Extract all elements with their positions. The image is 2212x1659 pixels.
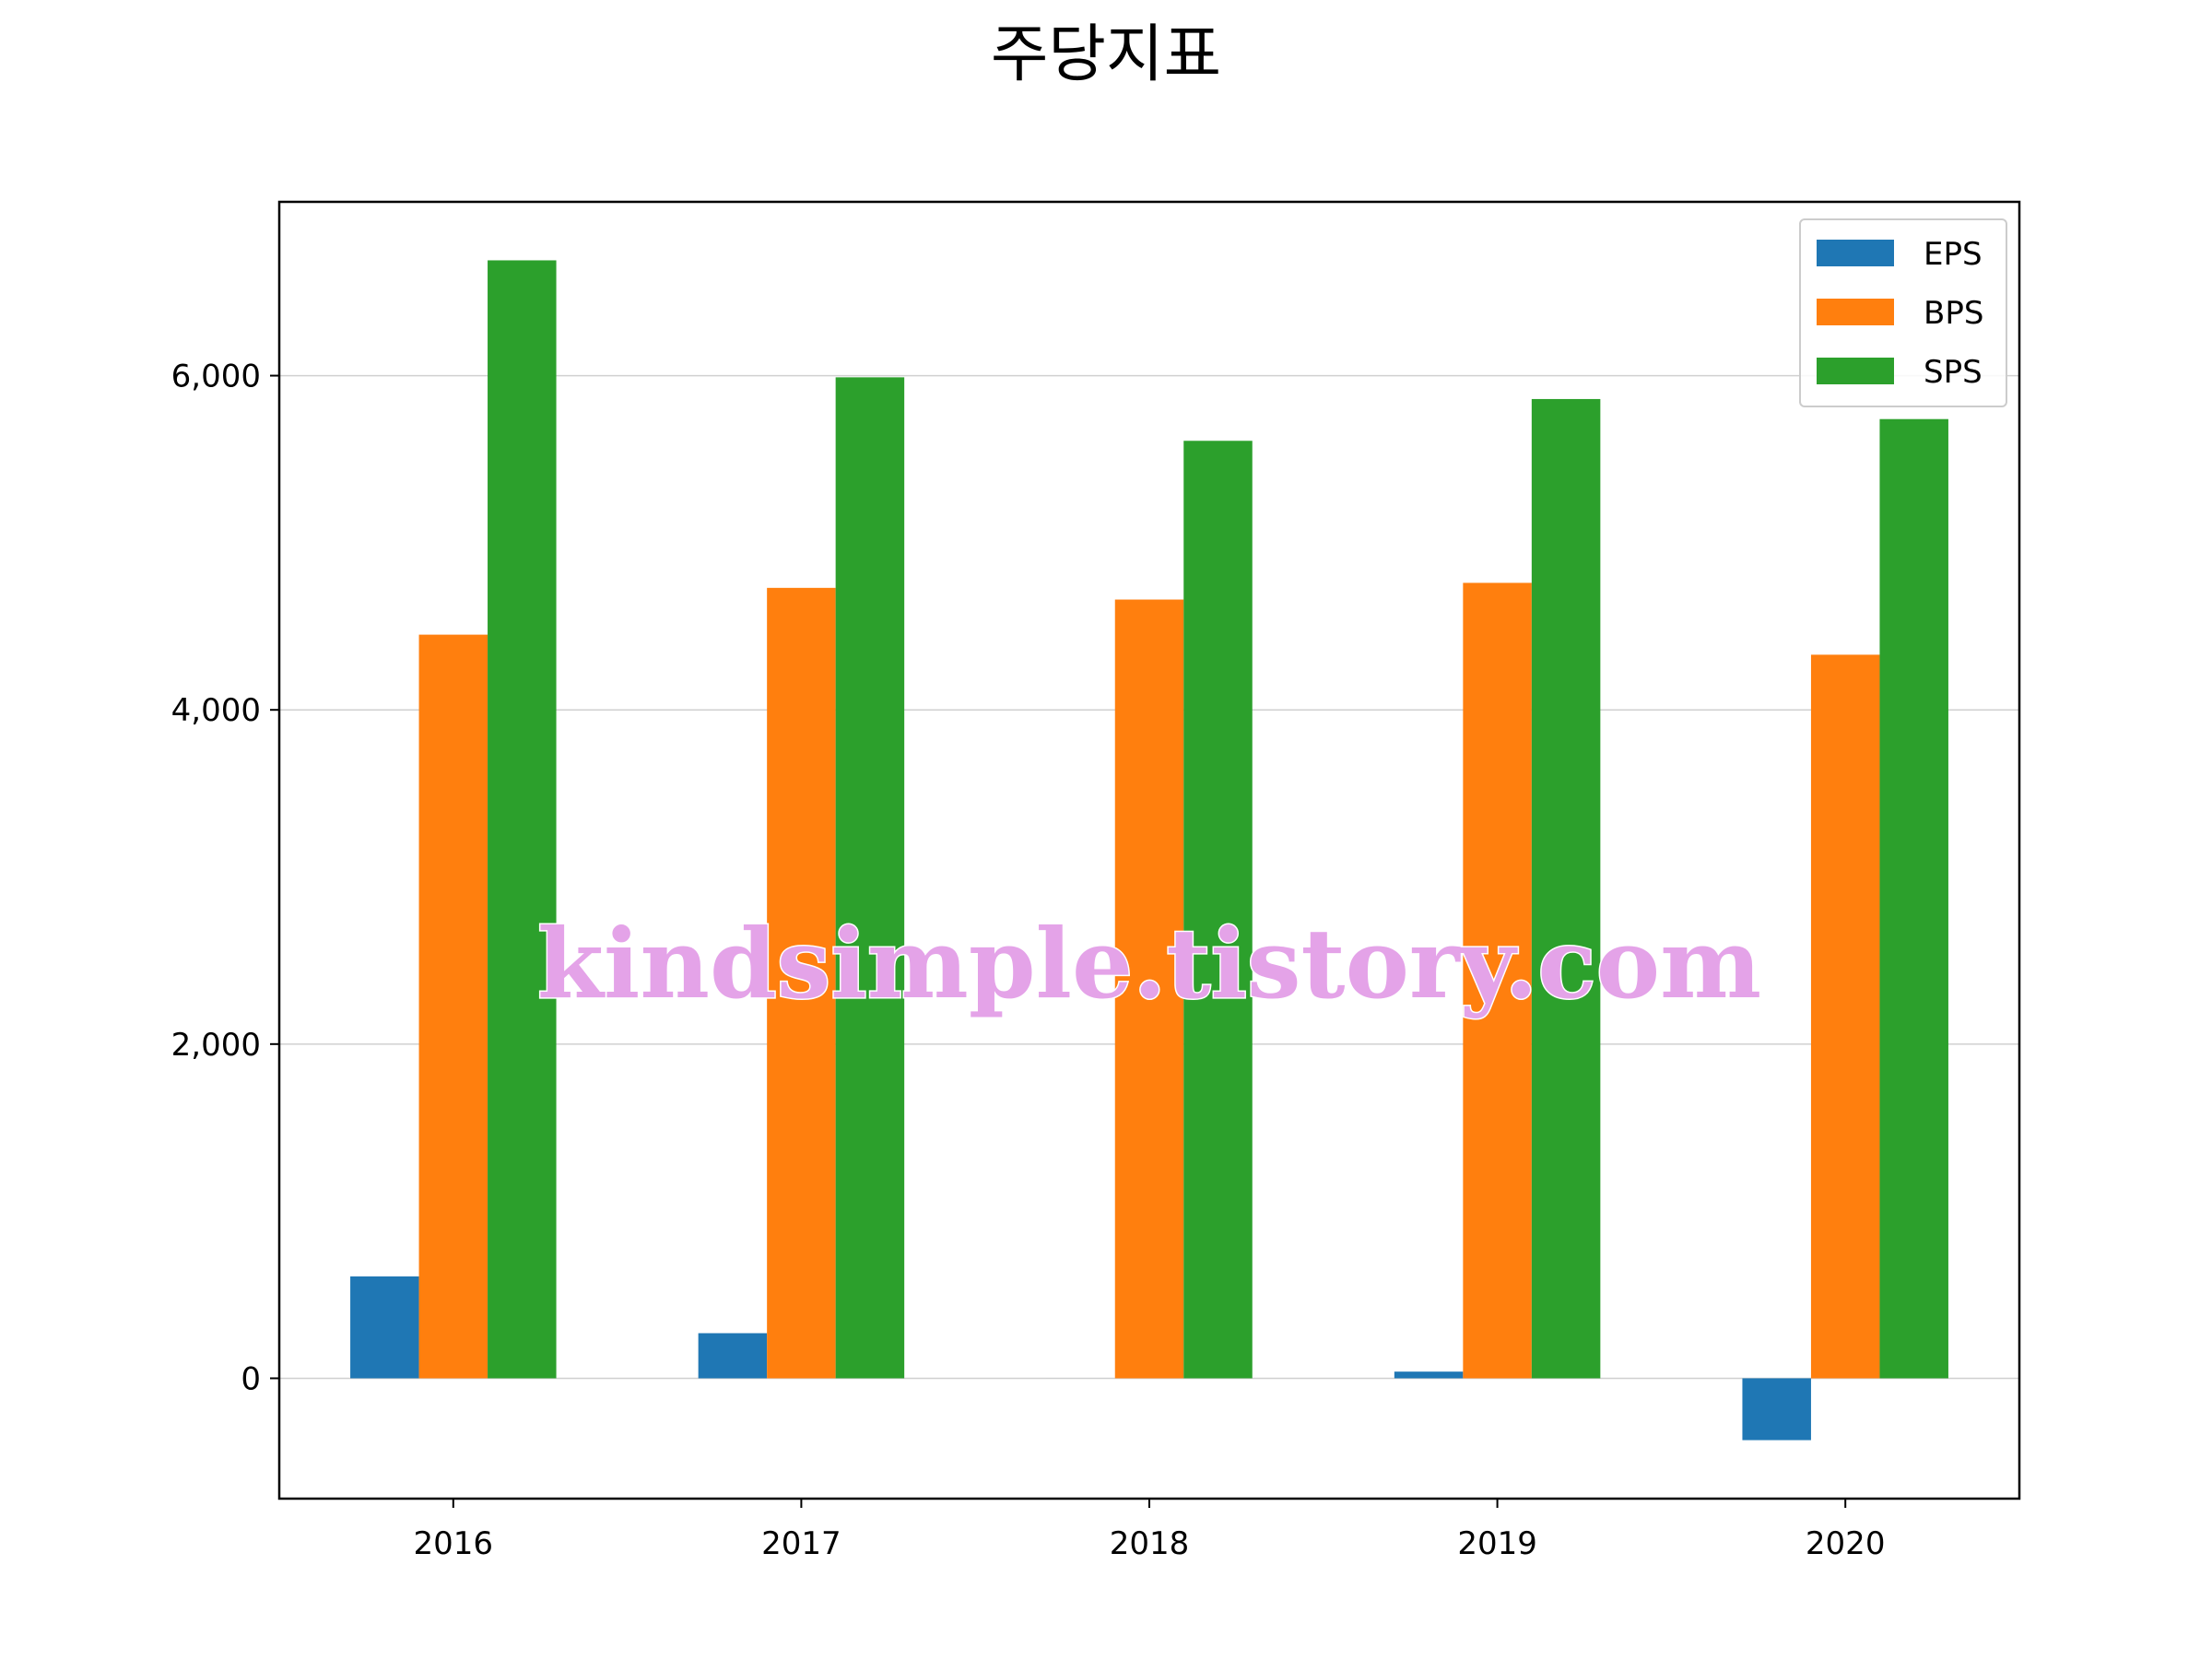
bar-bps-2016 [418,634,488,1379]
bar-eps-2017 [698,1333,768,1379]
bars [350,260,1948,1441]
bar-bps-2020 [1810,654,1880,1379]
x-tick-label: 2017 [761,1525,841,1562]
axes: 0 2,000 4,000 6,000 2016 2017 2018 2019 2020 [171,359,1886,1562]
bar-eps-2020 [1742,1378,1811,1441]
legend-swatch-eps [1817,240,1894,266]
y-tick-label: 0 [241,1360,261,1397]
bar-bps-2018 [1114,599,1184,1379]
x-tick-label: 2020 [1806,1525,1886,1562]
x-tick-label: 2016 [414,1525,494,1562]
chart-title: 주당지표 [990,18,1222,91]
bar-sps-2017 [835,377,905,1379]
legend-label-sps: SPS [1924,354,1983,391]
legend: EPS BPS SPS [1799,218,2007,407]
y-tick-label: 2,000 [171,1027,261,1064]
y-tick-label: 4,000 [171,692,261,729]
x-tick-label: 2019 [1457,1525,1537,1562]
bar-bps-2019 [1463,582,1532,1379]
x-tick-label: 2018 [1110,1525,1190,1562]
legend-swatch-bps [1817,299,1894,325]
bar-sps-2016 [488,260,557,1379]
bar-sps-2019 [1531,398,1601,1379]
legend-swatch-sps [1817,358,1894,384]
legend-label-eps: EPS [1924,236,1983,273]
watermark-text: kindsimple.tistory.com [537,907,1761,1020]
bar-sps-2018 [1183,441,1253,1379]
bar-eps-2019 [1394,1371,1464,1379]
bar-bps-2017 [767,587,836,1379]
legend-label-bps: BPS [1924,295,1983,332]
bar-sps-2020 [1879,418,1948,1379]
y-tick-label: 6,000 [171,359,261,395]
bar-eps-2016 [350,1276,419,1379]
